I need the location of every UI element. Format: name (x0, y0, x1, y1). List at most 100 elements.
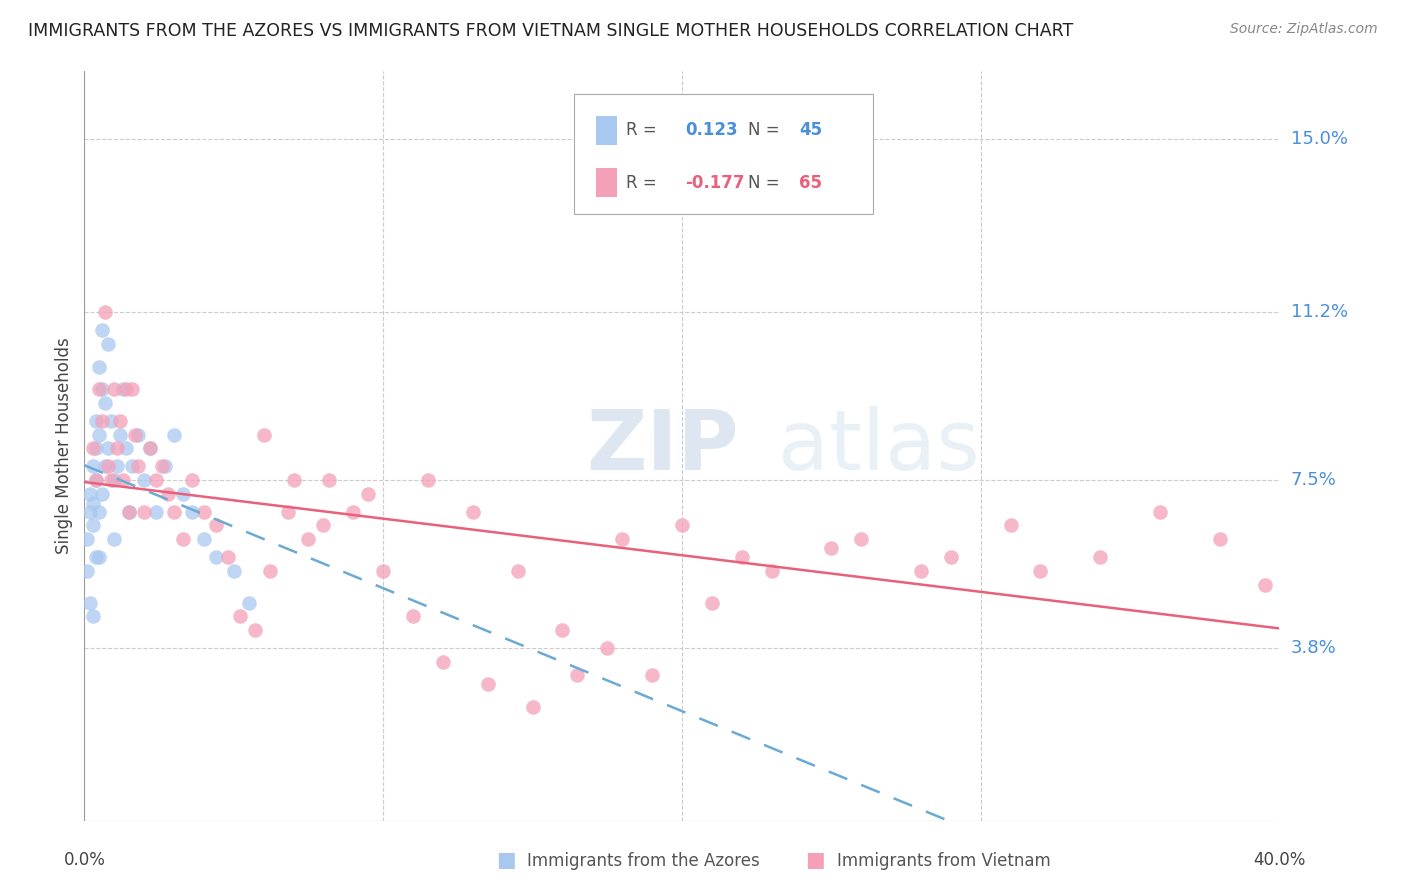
FancyBboxPatch shape (575, 94, 873, 214)
Point (97, 336, 120, 351)
Text: ■: ■ (806, 850, 825, 870)
Point (506, 564, 529, 578)
Text: Source: ZipAtlas.com: Source: ZipAtlas.com (1230, 22, 1378, 37)
Point (139, 442, 162, 456)
Point (112, 382, 135, 396)
Point (110, 427, 132, 442)
Point (477, 677, 499, 691)
Text: R =: R = (626, 121, 662, 139)
Text: -0.177: -0.177 (686, 174, 745, 192)
Point (145, 473, 167, 487)
Point (139, 442, 162, 456)
Point (761, 564, 783, 578)
Point (596, 641, 619, 656)
Point (1253, 577, 1275, 591)
Point (132, 473, 156, 487)
Point (612, 532, 634, 546)
Point (145, 505, 167, 519)
FancyBboxPatch shape (596, 169, 617, 197)
Point (163, 427, 186, 442)
Point (82, 442, 104, 456)
Point (1000, 518, 1022, 533)
Point (357, 486, 380, 500)
Point (105, 442, 128, 456)
Point (82, 518, 104, 533)
Text: 40.0%: 40.0% (1253, 851, 1306, 869)
Point (118, 505, 141, 519)
Text: ■: ■ (496, 850, 516, 870)
Point (181, 473, 204, 487)
Text: 45: 45 (799, 121, 823, 139)
Point (82, 459, 104, 474)
Point (342, 505, 364, 519)
Point (193, 505, 215, 519)
Text: 3.8%: 3.8% (1291, 639, 1336, 657)
Text: 0.0%: 0.0% (63, 851, 105, 869)
Point (567, 668, 589, 682)
Point (86, 550, 108, 565)
Point (79, 596, 101, 610)
Point (91, 414, 114, 428)
Point (1209, 532, 1232, 546)
Point (76, 564, 98, 578)
Point (115, 382, 138, 396)
Text: 0.123: 0.123 (686, 121, 738, 139)
Point (121, 459, 143, 474)
Point (89, 505, 111, 519)
Point (228, 609, 252, 624)
Point (97, 459, 120, 474)
Point (193, 532, 215, 546)
Point (153, 459, 176, 474)
Point (243, 623, 266, 637)
Point (115, 442, 138, 456)
Text: 11.2%: 11.2% (1291, 303, 1348, 321)
Point (82, 609, 104, 624)
Point (671, 518, 693, 533)
Point (181, 505, 204, 519)
Point (89, 427, 111, 442)
Point (89, 359, 111, 374)
Point (297, 532, 319, 546)
Point (205, 518, 228, 533)
Point (283, 473, 305, 487)
Point (86, 442, 108, 456)
Point (700, 596, 723, 610)
Point (253, 427, 276, 442)
Point (172, 486, 194, 500)
Point (150, 459, 173, 474)
Point (217, 550, 239, 565)
Point (277, 505, 299, 519)
Point (205, 550, 228, 565)
Point (94, 305, 117, 319)
Point (86, 414, 108, 428)
Point (416, 473, 439, 487)
Point (551, 623, 574, 637)
Point (103, 532, 125, 546)
Point (910, 564, 932, 578)
Point (172, 532, 194, 546)
Point (121, 382, 143, 396)
Point (522, 700, 544, 714)
Point (94, 459, 117, 474)
Point (132, 505, 156, 519)
Point (939, 550, 962, 565)
Point (118, 505, 141, 519)
Point (432, 655, 454, 669)
Point (86, 473, 108, 487)
Point (163, 505, 186, 519)
Text: N =: N = (748, 174, 785, 192)
Point (238, 596, 260, 610)
Point (94, 396, 117, 410)
Point (318, 473, 340, 487)
Point (1029, 564, 1052, 578)
Point (100, 473, 122, 487)
Text: R =: R = (626, 174, 662, 192)
Point (110, 414, 132, 428)
Point (820, 541, 842, 556)
Point (312, 518, 335, 533)
Point (124, 427, 146, 442)
Point (112, 473, 135, 487)
Text: 7.5%: 7.5% (1291, 471, 1337, 489)
Text: atlas: atlas (778, 406, 979, 486)
Point (91, 323, 114, 337)
